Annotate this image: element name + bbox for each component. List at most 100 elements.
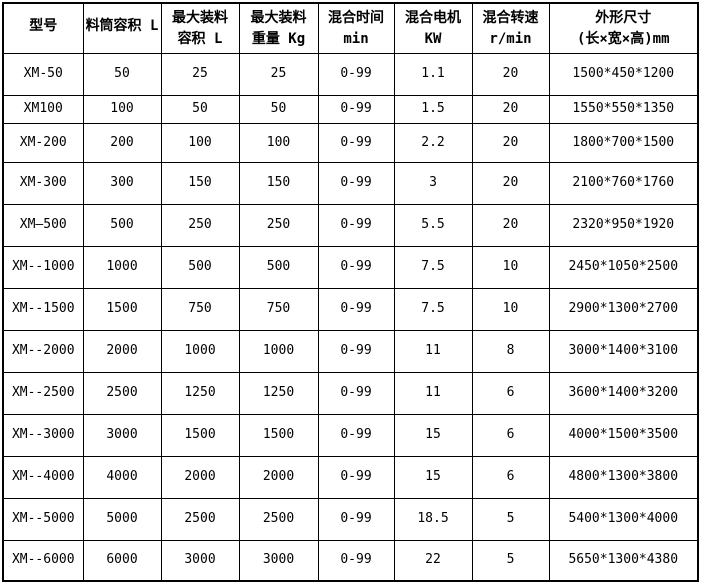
header-label: 混合转速 bbox=[482, 9, 539, 26]
table-cell: 200 bbox=[82, 122, 162, 163]
table-row: XM100 100 50 50 0-99 1.5 20 1550*550*1350 bbox=[2, 94, 699, 124]
table-cell: 5 bbox=[471, 497, 550, 541]
table-cell: 5650*1300*4380 bbox=[548, 539, 699, 582]
model-cell: XM--3000 bbox=[2, 413, 84, 457]
header-label: 混合时间 bbox=[328, 9, 384, 26]
table-cell: 2100*760*1760 bbox=[548, 161, 699, 205]
table-cell: 25 bbox=[160, 52, 240, 96]
table-cell: 500 bbox=[82, 203, 162, 247]
model-cell: XM--5000 bbox=[2, 497, 84, 541]
table-cell: 0-99 bbox=[317, 94, 395, 124]
model-cell: XM--1500 bbox=[2, 287, 84, 331]
header-label: 混合电机 bbox=[405, 9, 461, 26]
table-cell: 22 bbox=[393, 539, 473, 582]
table-cell: 2.2 bbox=[393, 122, 473, 163]
table-cell: 20 bbox=[471, 203, 550, 247]
table-cell: 1500 bbox=[238, 413, 319, 457]
model-cell: XM-300 bbox=[2, 161, 84, 205]
model-cell: XM--4000 bbox=[2, 455, 84, 499]
model-cell: XM--6000 bbox=[2, 539, 84, 582]
table-cell: 6 bbox=[471, 455, 550, 499]
table-cell: 0-99 bbox=[317, 455, 395, 499]
table-row: XM-300 300 150 150 0-99 3 20 2100*760*1760 bbox=[2, 161, 699, 205]
table-cell: 2000 bbox=[160, 455, 240, 499]
table-cell: 1000 bbox=[160, 329, 240, 373]
table-cell: 50 bbox=[160, 94, 240, 124]
table-cell: 25 bbox=[238, 52, 319, 96]
table-cell: 750 bbox=[160, 287, 240, 331]
header-label: 型号 bbox=[29, 17, 58, 34]
table-cell: 1550*550*1350 bbox=[548, 94, 699, 124]
table-row: XM--1000 1000 500 500 0-99 7.5 10 2450*1050*250… bbox=[2, 245, 699, 289]
table-cell: 50 bbox=[82, 52, 162, 96]
table-cell: 8 bbox=[471, 329, 550, 373]
header-cell-mixing-motor: 混合电机 KW bbox=[393, 2, 473, 54]
table-cell: 1.1 bbox=[393, 52, 473, 96]
table-cell: 0-99 bbox=[317, 329, 395, 373]
table-cell: 1.5 bbox=[393, 94, 473, 124]
table-cell: 20 bbox=[471, 52, 550, 96]
table-cell: 4000*1500*3500 bbox=[548, 413, 699, 457]
table-cell: 18.5 bbox=[393, 497, 473, 541]
header-label: 最大装料 bbox=[172, 9, 228, 26]
table-cell: 50 bbox=[238, 94, 319, 124]
table-cell: 500 bbox=[160, 245, 240, 289]
header-cell-max-load-weight: 最大装料 重量 Kg bbox=[238, 2, 319, 54]
table-cell: 20 bbox=[471, 122, 550, 163]
table-cell: 2320*950*1920 bbox=[548, 203, 699, 247]
header-cell-max-load-volume: 最大装料 容积 L bbox=[160, 2, 240, 54]
table-cell: 4000 bbox=[82, 455, 162, 499]
table-cell: 1000 bbox=[238, 329, 319, 373]
table-cell: 100 bbox=[160, 122, 240, 163]
table-cell: 2500 bbox=[238, 497, 319, 541]
table-cell: 7.5 bbox=[393, 245, 473, 289]
table-row: XM--6000 6000 3000 3000 0-99 22 5 5650*1300*438… bbox=[2, 539, 699, 582]
table-cell: 2500 bbox=[82, 371, 162, 415]
table-row: XM--4000 4000 2000 2000 0-99 15 6 4800*1300*380… bbox=[2, 455, 699, 499]
table-cell: 20 bbox=[471, 161, 550, 205]
table-row: XM--2500 2500 1250 1250 0-99 11 6 3600*1400*320… bbox=[2, 371, 699, 415]
table-cell: 100 bbox=[238, 122, 319, 163]
table-cell: 1000 bbox=[82, 245, 162, 289]
header-cell-mixing-speed: 混合转速 r/min bbox=[471, 2, 550, 54]
table-cell: 750 bbox=[238, 287, 319, 331]
table-cell: 11 bbox=[393, 329, 473, 373]
table-cell: 500 bbox=[238, 245, 319, 289]
table-cell: 3000 bbox=[82, 413, 162, 457]
table-cell: 0-99 bbox=[317, 245, 395, 289]
table-cell: 1500 bbox=[82, 287, 162, 331]
table-cell: 4800*1300*3800 bbox=[548, 455, 699, 499]
header-label: 最大装料 bbox=[250, 9, 307, 26]
header-label: 料筒容积 L bbox=[85, 17, 159, 34]
table-row: XM--2000 2000 1000 1000 0-99 11 8 3000*1400*310… bbox=[2, 329, 699, 373]
model-cell: XM100 bbox=[2, 94, 84, 124]
header-sublabel: r/min bbox=[489, 30, 532, 47]
table-cell: 250 bbox=[160, 203, 240, 247]
table-cell: 1500 bbox=[160, 413, 240, 457]
table-cell: 0-99 bbox=[317, 52, 395, 96]
table-cell: 20 bbox=[471, 94, 550, 124]
table-cell: 15 bbox=[393, 413, 473, 457]
table-cell: 150 bbox=[160, 161, 240, 205]
table-cell: 0-99 bbox=[317, 203, 395, 247]
table-cell: 1250 bbox=[160, 371, 240, 415]
table-row: XM-200 200 100 100 0-99 2.2 20 1800*700*1500 bbox=[2, 122, 699, 163]
table-cell: 2000 bbox=[238, 455, 319, 499]
table-cell: 3000 bbox=[238, 539, 319, 582]
table-cell: 1500*450*1200 bbox=[548, 52, 699, 96]
model-cell: XM--1000 bbox=[2, 245, 84, 289]
table-cell: 150 bbox=[238, 161, 319, 205]
table-cell: 2450*1050*2500 bbox=[548, 245, 699, 289]
table-cell: 10 bbox=[471, 287, 550, 331]
table-cell: 0-99 bbox=[317, 122, 395, 163]
table-cell: 3000*1400*3100 bbox=[548, 329, 699, 373]
table-cell: 0-99 bbox=[317, 371, 395, 415]
model-cell: XM-200 bbox=[2, 122, 84, 163]
header-label: 外形尺寸 bbox=[595, 9, 652, 26]
table-body: XM-50 50 25 25 0-99 1.1 20 1500*450*1200 XM100 10… bbox=[2, 52, 699, 582]
table-row: XM--1500 1500 750 750 0-99 7.5 10 2900*1300*270… bbox=[2, 287, 699, 331]
table-cell: 5000 bbox=[82, 497, 162, 541]
table-cell: 3 bbox=[393, 161, 473, 205]
